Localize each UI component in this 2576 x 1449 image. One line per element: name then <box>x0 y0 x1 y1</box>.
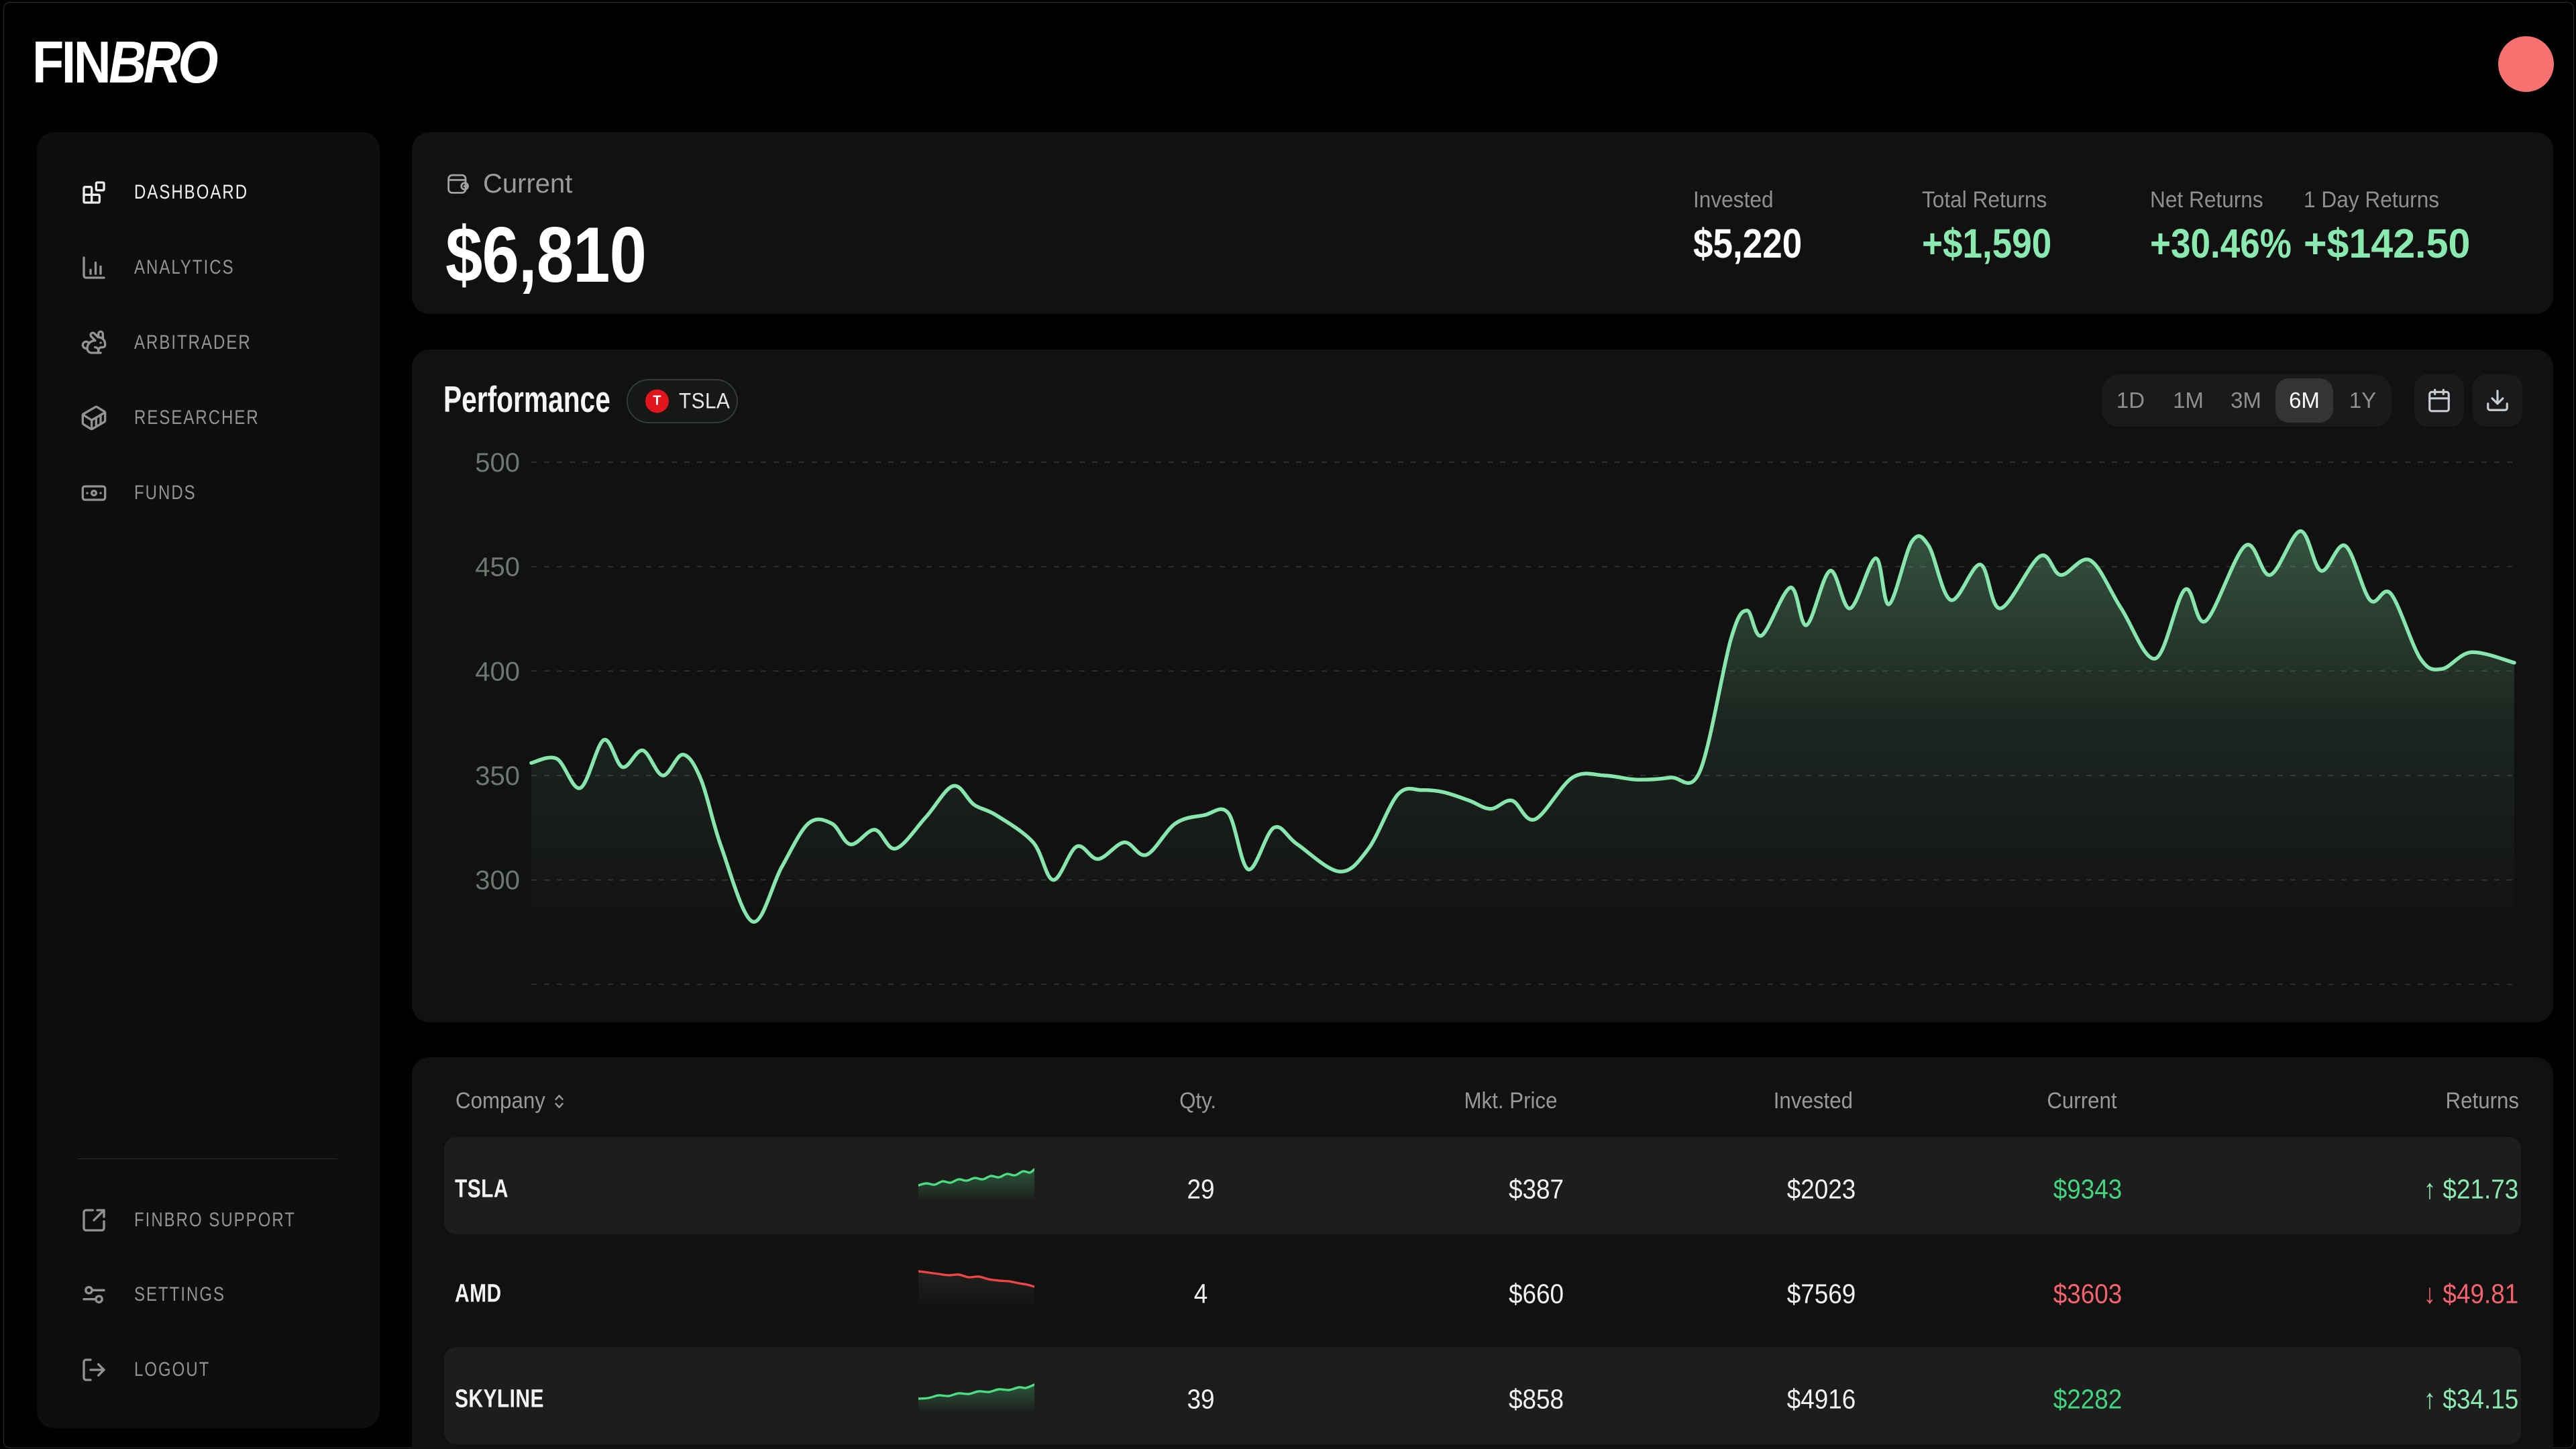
svg-text:350: 350 <box>475 761 520 791</box>
svg-text:400: 400 <box>475 657 520 686</box>
svg-text:500: 500 <box>475 448 520 478</box>
svg-text:450: 450 <box>475 553 520 582</box>
svg-text:300: 300 <box>475 866 520 896</box>
